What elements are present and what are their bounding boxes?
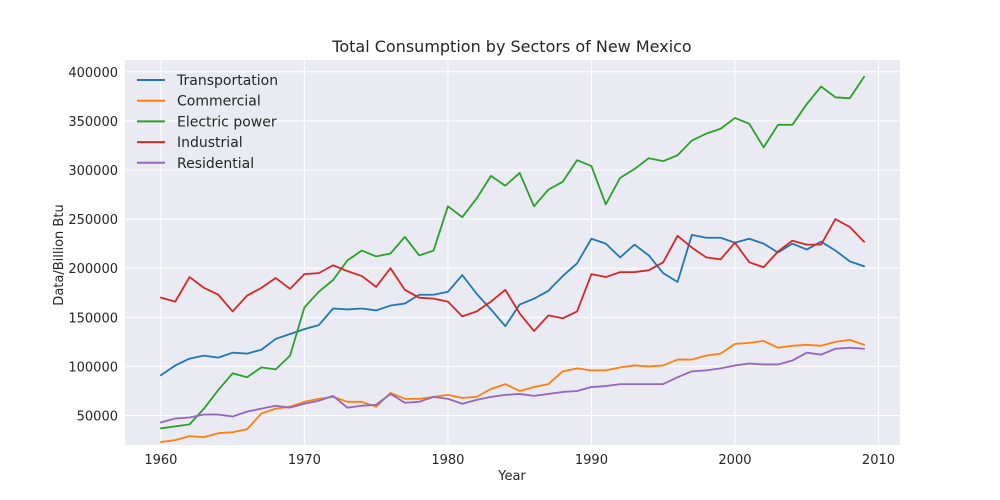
x-tick-label: 1970 [288,453,321,468]
x-tick-label: 1990 [575,453,608,468]
x-tick-label: 2010 [862,453,895,468]
x-tick-label: 2000 [718,453,751,468]
axis-ticks: 1960 1970 1980 1990 2000 2010 50000 100000 15000… [68,66,895,468]
legend-label-commercial: Commercial [177,94,261,110]
legend-label-residential: Residential [177,156,254,172]
legend-label-electric-power: Electric power [177,114,277,130]
y-tick-label: 300000 [68,164,118,179]
y-axis-label: Data/Billion Btu [52,204,67,305]
y-tick-label: 100000 [68,360,118,375]
series-lines [159,75,866,443]
y-tick-label: 400000 [68,66,118,81]
plot-background [125,60,900,445]
y-tick-label: 50000 [77,410,118,425]
x-tick-label: 1960 [144,453,177,468]
y-tick-label: 250000 [68,213,118,228]
legend-label-transportation: Transportation [176,73,278,89]
series-line-transportation [159,233,866,377]
y-tick-label: 350000 [68,115,118,130]
chart-title: Total Consumption by Sectors of New Mexi… [331,37,691,56]
grid [125,60,900,445]
x-axis-label: Year [497,469,526,484]
y-tick-label: 150000 [68,311,118,326]
series-line-commercial [159,339,866,443]
legend-label-industrial: Industrial [177,135,243,151]
x-tick-label: 1980 [431,453,464,468]
y-tick-label: 200000 [68,262,118,277]
series-line-industrial [159,218,866,332]
legend: Transportation Commercial Electric power In… [137,73,278,172]
series-line-residential [159,346,866,424]
series-line-electric-power [159,75,866,430]
